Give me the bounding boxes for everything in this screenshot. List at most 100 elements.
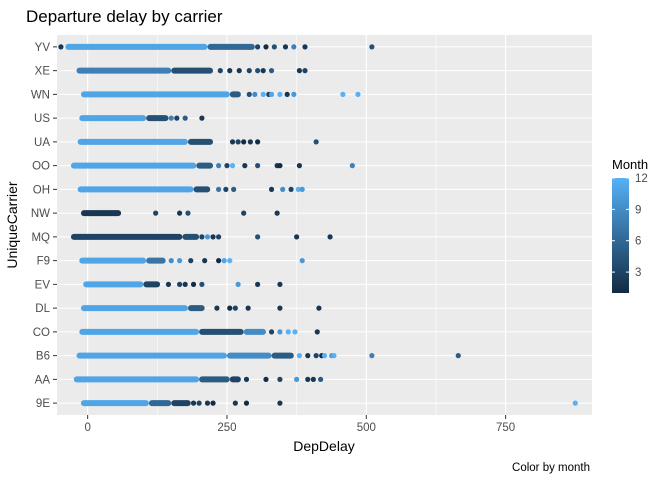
y-tick-label: YV xyxy=(35,42,51,54)
data-point xyxy=(302,68,308,74)
data-point xyxy=(284,91,290,97)
legend-tick-label: 6 xyxy=(635,236,641,248)
data-point xyxy=(268,329,275,335)
data-point xyxy=(202,258,208,264)
data-point xyxy=(268,186,275,192)
data-point xyxy=(255,163,261,169)
data-point-band xyxy=(229,91,241,98)
data-point xyxy=(177,210,183,216)
legend-colorbar xyxy=(612,178,629,293)
y-tick-label: WN xyxy=(31,89,50,101)
data-point xyxy=(313,353,319,359)
data-point xyxy=(292,329,298,335)
data-point xyxy=(223,186,229,192)
data-point xyxy=(245,305,251,311)
legend: Month 3 6 9 12 xyxy=(612,157,648,293)
data-point-band xyxy=(187,138,214,145)
carrier-series-UA xyxy=(77,138,319,145)
y-axis-title: UniqueCarrier xyxy=(4,181,20,268)
x-axis-ticks: 0 250 500 750 xyxy=(84,415,515,434)
carrier-series-NW xyxy=(80,210,280,217)
data-point xyxy=(285,329,291,335)
data-point xyxy=(174,115,180,121)
data-point xyxy=(199,115,205,121)
data-point xyxy=(299,258,305,264)
data-point-band xyxy=(146,257,166,264)
y-axis-ticks: 9E AA B6 CO DL EV F9 MQ NW OH OO UA US WN XE YV xyxy=(31,42,57,410)
data-point xyxy=(327,234,333,240)
data-point xyxy=(227,305,233,311)
data-point xyxy=(295,186,301,192)
data-point xyxy=(243,400,250,406)
y-tick-label: US xyxy=(34,113,50,125)
legend-tick-label: 12 xyxy=(635,173,648,185)
y-tick-label: NW xyxy=(31,208,50,220)
data-point xyxy=(196,400,202,406)
chart-title: Departure delay by carrier xyxy=(26,7,223,26)
data-point xyxy=(369,44,375,50)
data-point xyxy=(255,234,261,240)
y-tick-label: UA xyxy=(34,137,50,149)
data-point xyxy=(255,44,261,50)
carrier-series-AA xyxy=(73,376,324,383)
data-point-band xyxy=(83,281,144,288)
data-point xyxy=(340,91,346,97)
data-point xyxy=(247,139,253,145)
legend-tick-label: 9 xyxy=(635,204,641,216)
x-tick-label: 0 xyxy=(84,422,90,434)
data-point-band xyxy=(171,400,191,407)
data-point-band xyxy=(146,115,169,122)
data-point xyxy=(280,186,286,192)
data-point xyxy=(294,234,300,240)
data-point xyxy=(224,163,230,169)
data-point xyxy=(185,210,191,216)
x-axis-title: DepDelay xyxy=(293,438,354,454)
data-point-band xyxy=(193,186,211,193)
data-point-band xyxy=(70,162,197,169)
data-point-band xyxy=(271,352,294,359)
data-point xyxy=(294,376,300,382)
data-point-band xyxy=(79,115,147,122)
data-point xyxy=(263,376,269,382)
data-point xyxy=(321,353,328,359)
data-point-band xyxy=(80,91,230,98)
data-point xyxy=(277,400,283,406)
data-point xyxy=(231,186,237,192)
data-point xyxy=(232,305,238,311)
data-point xyxy=(177,281,183,287)
carrier-series-9E xyxy=(80,400,578,407)
data-point xyxy=(305,353,311,359)
data-point xyxy=(190,281,197,287)
y-tick-label: 9E xyxy=(36,398,50,410)
data-point xyxy=(302,44,308,50)
data-point xyxy=(199,234,205,240)
data-point xyxy=(204,400,211,406)
data-point-band xyxy=(196,162,214,169)
data-point xyxy=(216,234,222,240)
data-point xyxy=(216,163,222,169)
data-point xyxy=(268,91,275,97)
data-point xyxy=(177,258,183,264)
y-tick-label: OH xyxy=(33,184,50,196)
y-tick-label: F9 xyxy=(37,256,50,268)
data-point xyxy=(277,305,283,311)
data-point xyxy=(277,376,283,382)
data-point xyxy=(188,258,194,264)
data-point-band xyxy=(243,328,266,335)
data-point xyxy=(204,234,211,240)
data-point-band xyxy=(207,43,255,50)
data-point xyxy=(168,115,174,121)
carrier-series-CO xyxy=(79,328,320,335)
data-point xyxy=(288,186,294,192)
data-point xyxy=(210,400,216,406)
data-point xyxy=(331,353,337,359)
x-tick-label: 750 xyxy=(496,422,515,434)
data-point xyxy=(277,281,283,287)
data-point xyxy=(255,139,261,145)
data-point xyxy=(296,163,303,169)
data-point xyxy=(296,353,303,359)
data-point xyxy=(58,44,64,50)
data-point xyxy=(182,115,188,121)
data-point xyxy=(268,68,275,74)
